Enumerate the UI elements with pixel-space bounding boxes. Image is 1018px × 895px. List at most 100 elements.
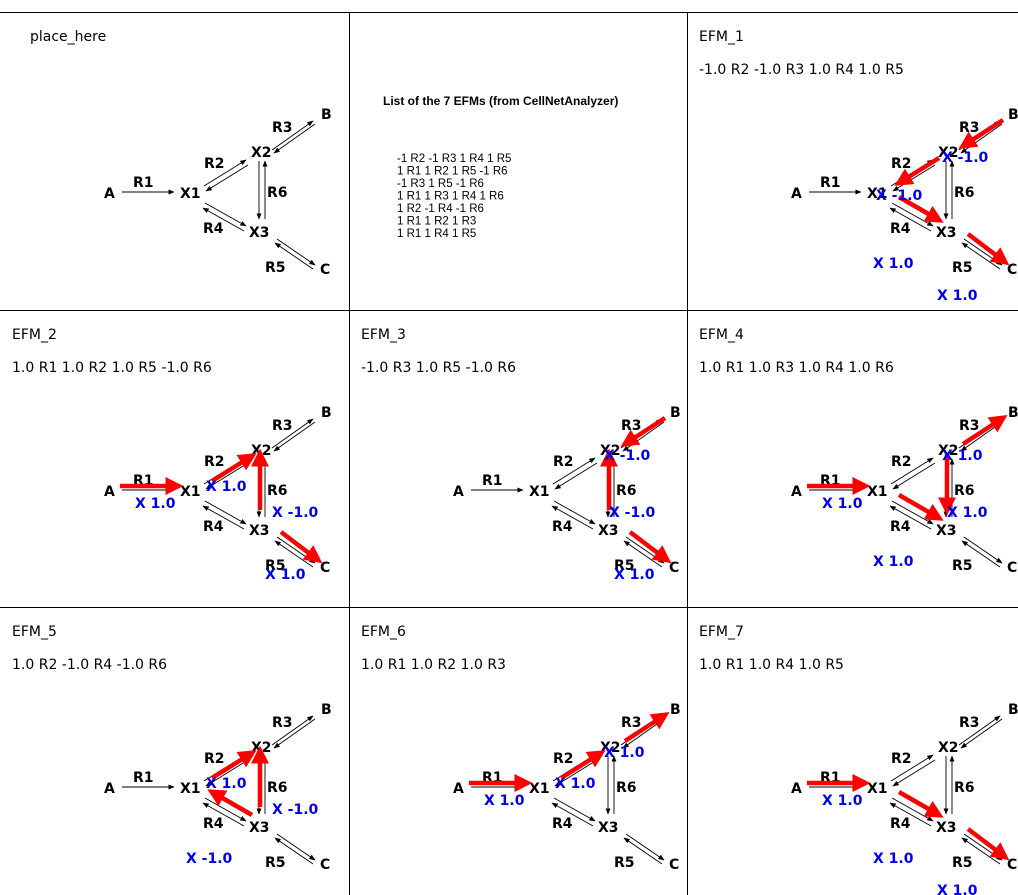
reaction-arrow-r4-rev [889, 802, 932, 827]
multiplier-label: X -1.0 [604, 448, 651, 464]
reaction-label-r2: R2 [891, 156, 912, 172]
reaction-label-r4: R4 [890, 816, 911, 832]
reaction-label-r3: R3 [272, 715, 293, 731]
multiplier-label: X 1.0 [206, 479, 247, 495]
flux-arrow-r2 [210, 453, 257, 483]
reaction-arrow-r5-fwd [625, 833, 665, 861]
reaction-arrow-r4-fwd [553, 797, 596, 822]
efm-list-line: 1 R1 1 R4 1 R5 [397, 228, 476, 240]
flux-arrow-r2 [894, 156, 941, 186]
multiplier-label: X 1.0 [135, 496, 176, 512]
node-x2: X2 [938, 443, 959, 459]
multiplier-label: X -1.0 [272, 802, 319, 818]
reaction-arrow-r5-fwd [276, 833, 316, 861]
flux-arrow-r3 [958, 118, 1005, 149]
reaction-label-r6: R6 [616, 483, 637, 499]
multiplier-label: X 1.0 [206, 776, 247, 792]
reaction-arrow-r4-rev [202, 505, 245, 530]
efm-list-line: 1 R1 1 R3 1 R4 1 R6 [397, 191, 504, 203]
node-b: B [1008, 405, 1018, 421]
reaction-arrow-r2-fwd [203, 159, 247, 187]
reaction-arrow-r5-rev [961, 540, 1001, 568]
reaction-label-r1: R1 [482, 473, 503, 489]
reaction-arrow-r5-fwd [276, 238, 316, 266]
efm-cell-5: EFM_51.0 R2 -1.0 R4 -1.0 R6A X1X2X3BCR1R2… [12, 624, 332, 873]
efm-flux-text: 1.0 R2 -1.0 R4 -1.0 R6 [12, 657, 167, 673]
reaction-label-r2: R2 [204, 751, 225, 767]
reaction-label-r3: R3 [959, 418, 980, 434]
reaction-label-r1: R1 [133, 770, 154, 786]
reaction-label-r6: R6 [267, 483, 288, 499]
reaction-label-r5: R5 [952, 855, 973, 871]
reaction-label-r5: R5 [952, 558, 973, 574]
node-x1: X1 [867, 186, 888, 202]
reaction-arrow-r4-rev [551, 505, 594, 530]
flux-arrow-r3 [620, 416, 667, 447]
reaction-arrow-r2-rev [892, 759, 936, 787]
flux-arrow-r3 [623, 712, 670, 743]
reaction-label-r5: R5 [614, 558, 635, 574]
reaction-label-r5: R5 [952, 260, 973, 276]
node-c: C [1007, 262, 1017, 278]
reaction-label-r3: R3 [959, 715, 980, 731]
efm-flux-text: 1.0 R1 1.0 R3 1.0 R4 1.0 R6 [699, 360, 894, 376]
flux-arrow-r5 [966, 232, 1010, 266]
efm-cell-4: EFM_4 1.0 R1 1.0 R3 1.0 R4 1.0 R6 A X1 X2 X3 B… [699, 327, 1018, 576]
reaction-arrow-r4-rev [202, 802, 245, 827]
reaction-label-r6: R6 [616, 780, 637, 796]
node-c: C [320, 262, 330, 278]
node-a: A [791, 186, 802, 202]
reaction-label-r3: R3 [272, 418, 293, 434]
reaction-label-r6: R6 [267, 780, 288, 796]
multiplier-label: X 1.0 [604, 745, 645, 761]
node-b: B [1008, 107, 1018, 123]
node-c: C [1007, 857, 1017, 873]
grid-lines [0, 12, 1018, 895]
placeholder-cell: place_here A X1 X2 X3 B C R1 R2 R3 R4 R5 R6 [30, 29, 332, 278]
efm-title: EFM_6 [361, 624, 406, 640]
reaction-label-r2: R2 [553, 751, 574, 767]
multiplier-label: X 1.0 [822, 496, 863, 512]
node-x3: X3 [598, 820, 619, 836]
flux-arrow-r4 [897, 790, 944, 818]
flux-arrow-r5 [279, 530, 323, 564]
multiplier-label: X -1.0 [942, 150, 989, 166]
list-panel-title: List of the 7 EFMs (from CellNetAnalyzer… [383, 94, 618, 108]
efm-list-line: 1 R2 -1 R4 -1 R6 [397, 203, 484, 215]
node-a: A [453, 484, 464, 500]
reaction-label-r2: R2 [553, 454, 574, 470]
reaction-label-r4: R4 [552, 519, 573, 535]
multiplier-label: X 1.0 [614, 567, 655, 583]
reaction-label-r5: R5 [614, 855, 635, 871]
node-x3: X3 [598, 523, 619, 539]
reaction-label-r4: R4 [203, 221, 224, 237]
node-b: B [670, 702, 681, 718]
reaction-arrow-r5-fwd [963, 536, 1003, 564]
node-a: A [104, 186, 115, 202]
multiplier-label: X 1.0 [873, 256, 914, 272]
multiplier-label: X 1.0 [937, 883, 978, 895]
reaction-label-r6: R6 [954, 185, 975, 201]
node-x1: X1 [867, 484, 888, 500]
efm-list-line: 1 R1 1 R2 1 R3 [397, 216, 476, 228]
multiplier-label: X -1.0 [272, 505, 319, 521]
multiplier-label: X -1.0 [876, 188, 923, 204]
node-x3: X3 [249, 225, 270, 241]
node-a: A [791, 484, 802, 500]
efm-title: EFM_3 [361, 327, 406, 343]
node-x3: X3 [936, 820, 957, 836]
multiplier-label: X 1.0 [873, 554, 914, 570]
reaction-label-r4: R4 [552, 816, 573, 832]
reaction-arrow-r4-fwd [204, 202, 247, 227]
node-c: C [1007, 560, 1017, 576]
efm-title: EFM_7 [699, 624, 744, 640]
node-x3: X3 [249, 820, 270, 836]
node-b: B [670, 405, 681, 421]
reaction-arrow-r2-fwd [890, 457, 934, 485]
efm-flux-text: -1.0 R2 -1.0 R3 1.0 R4 1.0 R5 [699, 62, 904, 78]
efm-flux-text: 1.0 R1 1.0 R2 1.0 R3 [361, 657, 506, 673]
node-c: C [669, 560, 679, 576]
